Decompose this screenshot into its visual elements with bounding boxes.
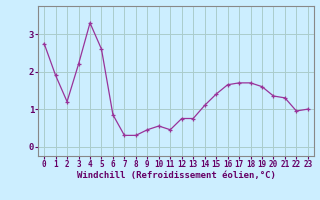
X-axis label: Windchill (Refroidissement éolien,°C): Windchill (Refroidissement éolien,°C) [76,171,276,180]
